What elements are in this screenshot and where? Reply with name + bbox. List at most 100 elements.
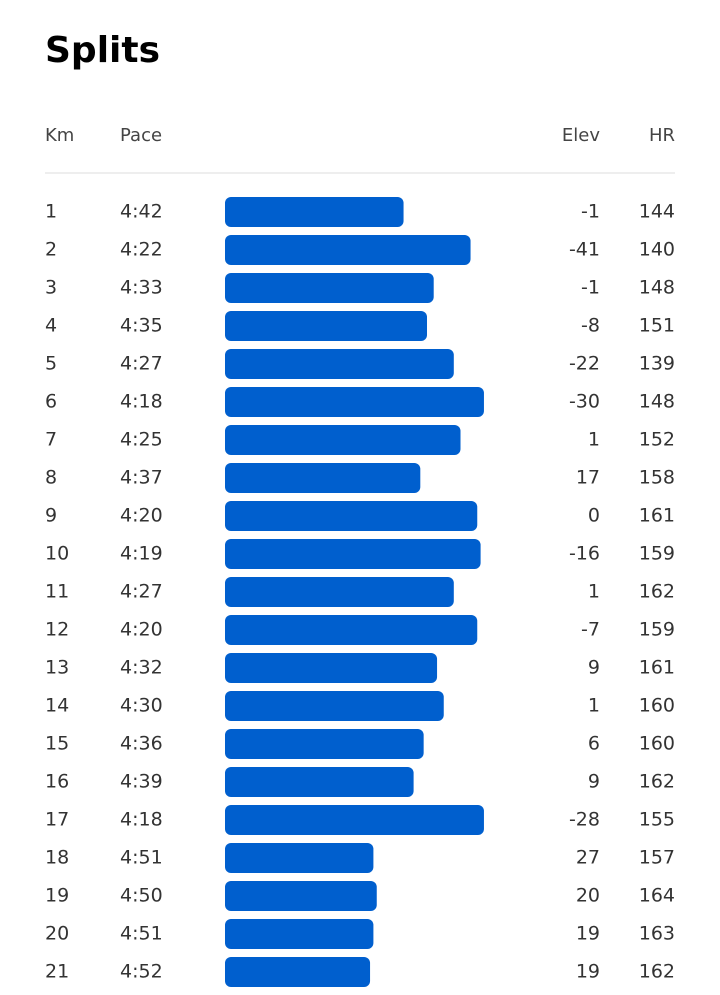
km: 17 (45, 809, 69, 831)
pace-bar (225, 691, 444, 721)
pace: 4:27 (120, 353, 163, 375)
hr: 155 (639, 809, 675, 831)
column-header: Pace (120, 125, 162, 146)
pace: 4:33 (120, 277, 163, 299)
km: 18 (45, 847, 69, 869)
hr: 144 (639, 201, 675, 223)
hr: 148 (639, 391, 675, 413)
pace-bar (225, 729, 424, 759)
pace: 4:22 (120, 239, 163, 261)
pace-bar (225, 311, 428, 341)
pace-bar (225, 501, 478, 531)
pace: 4:37 (120, 467, 163, 489)
hr: 161 (639, 505, 675, 527)
pace-bar (225, 539, 481, 569)
pace-bar (225, 577, 454, 607)
pace-bar (225, 957, 371, 987)
hr: 162 (639, 771, 675, 793)
column-header: HR (649, 125, 675, 146)
pace: 4:20 (120, 619, 163, 641)
hr: 160 (639, 733, 675, 755)
elev: 9 (588, 771, 600, 793)
pace-bar (225, 387, 484, 417)
elev: 1 (588, 581, 600, 603)
hr: 164 (639, 885, 675, 907)
km: 1 (45, 201, 57, 223)
elev: 1 (588, 429, 600, 451)
hr: 160 (639, 695, 675, 717)
km: 20 (45, 923, 69, 945)
pace-bar (225, 653, 438, 683)
pace: 4:50 (120, 885, 163, 907)
hr: 161 (639, 657, 675, 679)
title: Splits (45, 30, 160, 71)
pace-bar (225, 273, 434, 303)
elev: -1 (581, 277, 600, 299)
pace-bar (225, 615, 478, 645)
pace: 4:27 (120, 581, 163, 603)
km: 16 (45, 771, 69, 793)
km: 12 (45, 619, 69, 641)
km: 7 (45, 429, 57, 451)
elev: 20 (576, 885, 600, 907)
hr: 148 (639, 277, 675, 299)
elev: 1 (588, 695, 600, 717)
km: 13 (45, 657, 69, 679)
hr: 163 (639, 923, 675, 945)
km: 5 (45, 353, 57, 375)
km: 14 (45, 695, 69, 717)
pace: 4:51 (120, 923, 163, 945)
km: 15 (45, 733, 69, 755)
hr: 151 (639, 315, 675, 337)
km: 4 (45, 315, 57, 337)
km: 10 (45, 543, 69, 565)
km: 2 (45, 239, 57, 261)
pace: 4:36 (120, 733, 163, 755)
elev: 27 (576, 847, 600, 869)
elev: -8 (581, 315, 600, 337)
pace: 4:35 (120, 315, 163, 337)
column-header: Elev (562, 125, 600, 146)
pace-bar (225, 919, 374, 949)
hr: 162 (639, 581, 675, 603)
elev: 19 (576, 961, 600, 983)
hr: 158 (639, 467, 675, 489)
pace: 4:19 (120, 543, 163, 565)
hr: 152 (639, 429, 675, 451)
pace-bar (225, 197, 404, 227)
km: 9 (45, 505, 57, 527)
pace-bar (225, 843, 374, 873)
elev: -22 (569, 353, 600, 375)
km: 8 (45, 467, 57, 489)
elev: 0 (588, 505, 600, 527)
pace: 4:39 (120, 771, 163, 793)
pace: 4:52 (120, 961, 163, 983)
elev: -41 (569, 239, 600, 261)
pace-bar (225, 235, 471, 265)
km: 11 (45, 581, 69, 603)
pace: 4:30 (120, 695, 163, 717)
pace-bar (225, 805, 484, 835)
km: 21 (45, 961, 69, 983)
hr: 162 (639, 961, 675, 983)
pace: 4:32 (120, 657, 163, 679)
elev: -16 (569, 543, 600, 565)
pace-bar (225, 425, 461, 455)
elev: 9 (588, 657, 600, 679)
pace-bar (225, 881, 377, 911)
pace: 4:25 (120, 429, 163, 451)
km: 6 (45, 391, 57, 413)
elev: -30 (569, 391, 600, 413)
pace: 4:20 (120, 505, 163, 527)
column-header: Km (45, 125, 74, 146)
hr: 140 (639, 239, 675, 261)
pace: 4:18 (120, 809, 163, 831)
elev: 6 (588, 733, 600, 755)
elev: -1 (581, 201, 600, 223)
pace-bar (225, 767, 414, 797)
km: 3 (45, 277, 57, 299)
pace-bar (225, 349, 454, 379)
elev: -7 (581, 619, 600, 641)
hr: 159 (639, 543, 675, 565)
